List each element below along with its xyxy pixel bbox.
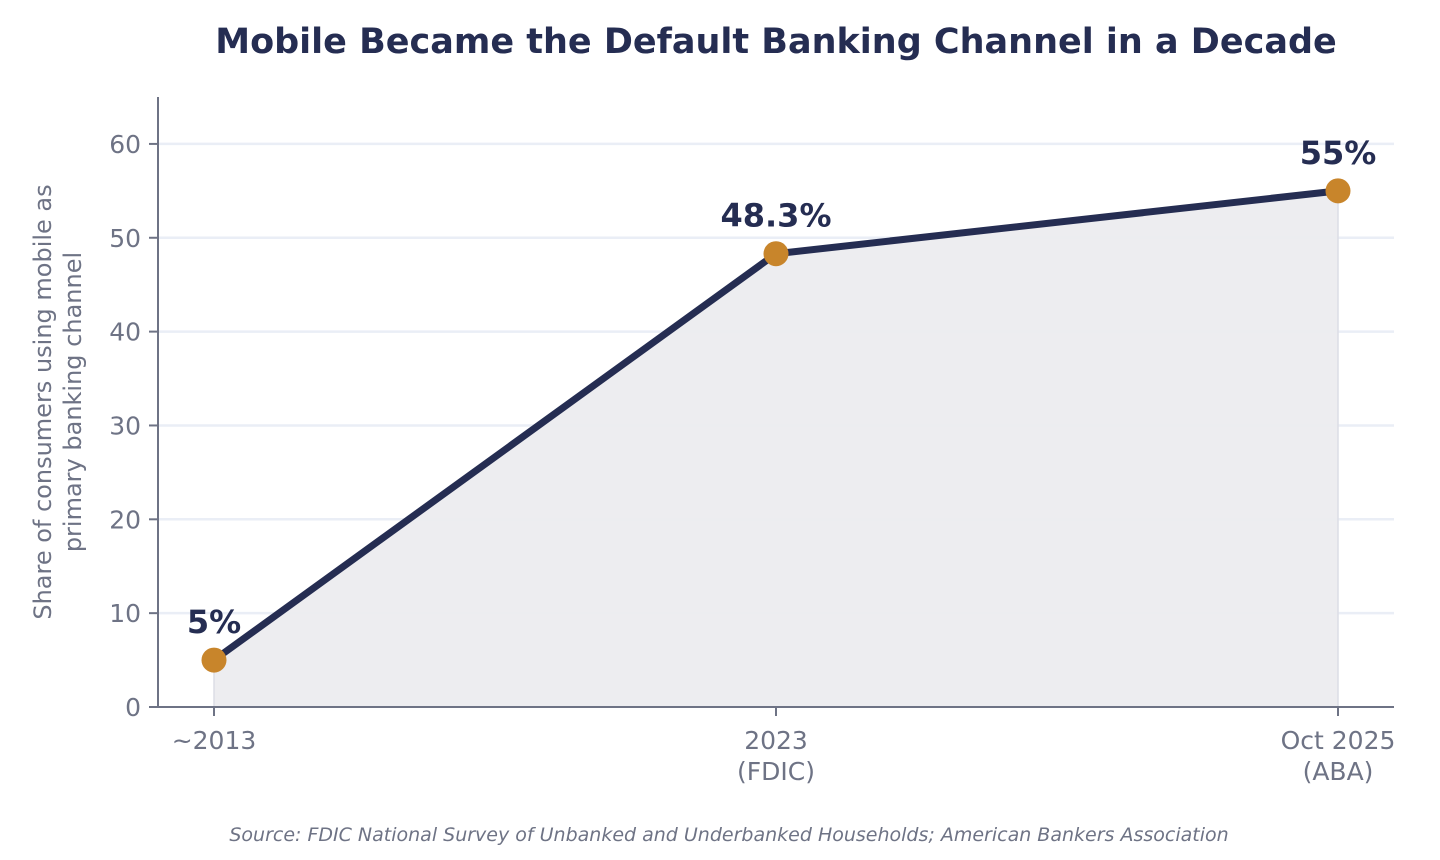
data-label-1: 48.3% (720, 197, 831, 235)
area-fill (214, 190, 1338, 707)
y-tick-label-40: 40 (109, 318, 141, 347)
x-tick-label-0-line-1: ~2013 (172, 726, 257, 755)
y-tick-label-0: 0 (125, 693, 141, 722)
x-tick-label-0: ~2013 (172, 726, 257, 755)
source-note: Source: FDIC National Survey of Unbanked… (229, 824, 1229, 846)
chart-title: Mobile Became the Default Banking Channe… (215, 22, 1337, 62)
x-tick-label-2-line-1: Oct 2025 (1281, 726, 1396, 755)
data-point-1 (763, 241, 789, 267)
data-label-0: 5% (187, 603, 241, 641)
y-tick-label-50: 50 (109, 224, 141, 253)
y-tick-label-30: 30 (109, 411, 141, 440)
x-tick-label-1-line-2: (FDIC) (737, 757, 815, 786)
x-tick-label-1: 2023 (FDIC) (737, 726, 815, 786)
data-label-2: 55% (1300, 134, 1377, 172)
x-tick-label-2-line-2: (ABA) (1303, 757, 1374, 786)
data-point-0 (201, 647, 227, 673)
x-tick-label-2: Oct 2025 (ABA) (1281, 726, 1396, 786)
y-tick-label-10: 10 (109, 599, 141, 628)
data-point-2 (1325, 178, 1351, 204)
x-tick-label-1-line-1: 2023 (744, 726, 808, 755)
y-tick-label-20: 20 (109, 505, 141, 534)
y-tick-label-60: 60 (109, 130, 141, 159)
